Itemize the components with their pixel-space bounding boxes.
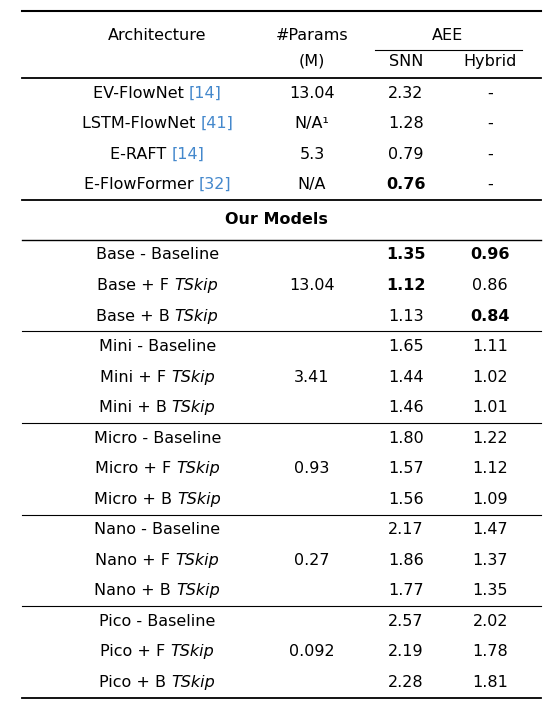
Text: Mini - Baseline: Mini - Baseline [99,339,216,354]
Text: TSkip: TSkip [176,553,219,568]
Text: 0.93: 0.93 [294,461,330,476]
Text: 1.35: 1.35 [473,583,508,598]
Text: 1.78: 1.78 [473,645,508,660]
Text: Base + F: Base + F [97,278,174,293]
Text: N/A: N/A [298,177,326,192]
Text: 0.84: 0.84 [470,308,510,323]
Text: 0.79: 0.79 [388,146,423,161]
Text: 1.80: 1.80 [388,431,423,446]
Text: (M): (M) [299,54,325,69]
Text: E-FlowFormer: E-FlowFormer [84,177,198,192]
Text: 1.37: 1.37 [473,553,508,568]
Text: Pico + B: Pico + B [99,675,171,690]
Text: 0.96: 0.96 [470,248,510,263]
Text: TSkip: TSkip [171,370,215,385]
Text: SNN: SNN [389,54,423,69]
Text: 13.04: 13.04 [289,278,335,293]
Text: 1.09: 1.09 [473,492,508,507]
Text: Our Models: Our Models [225,212,327,227]
Text: 1.77: 1.77 [388,583,423,598]
Text: 2.02: 2.02 [473,614,508,629]
Text: 1.46: 1.46 [388,400,423,415]
Text: Pico + F: Pico + F [100,645,171,660]
Text: 1.47: 1.47 [473,522,508,537]
Text: -: - [487,116,493,131]
Text: EV-FlowNet: EV-FlowNet [93,86,189,101]
Text: 1.01: 1.01 [473,400,508,415]
Text: 0.86: 0.86 [473,278,508,293]
Text: Micro + B: Micro + B [94,492,177,507]
Text: TSkip: TSkip [176,461,220,476]
Text: 0.092: 0.092 [289,645,335,660]
Text: TSkip: TSkip [176,583,220,598]
Text: Nano + F: Nano + F [95,553,176,568]
Text: [41]: [41] [200,116,233,131]
Text: E-RAFT: E-RAFT [110,146,172,161]
Text: AEE: AEE [432,28,464,43]
Text: TSkip: TSkip [174,308,219,323]
Text: 1.12: 1.12 [473,461,508,476]
Text: 2.57: 2.57 [388,614,423,629]
Text: TSkip: TSkip [172,400,215,415]
Text: TSkip: TSkip [171,645,214,660]
Text: Architecture: Architecture [108,28,206,43]
Text: 1.56: 1.56 [388,492,423,507]
Text: 1.28: 1.28 [388,116,423,131]
Text: 13.04: 13.04 [289,86,335,101]
Text: #Params: #Params [275,28,348,43]
Text: 1.22: 1.22 [473,431,508,446]
Text: 1.13: 1.13 [388,308,423,323]
Text: Pico - Baseline: Pico - Baseline [99,614,215,629]
Text: [32]: [32] [198,177,231,192]
Text: 1.12: 1.12 [386,278,426,293]
Text: Micro - Baseline: Micro - Baseline [94,431,221,446]
Text: 0.27: 0.27 [294,553,330,568]
Text: 2.17: 2.17 [388,522,423,537]
Text: -: - [487,177,493,192]
Text: [14]: [14] [189,86,222,101]
Text: LSTM-FlowNet: LSTM-FlowNet [82,116,200,131]
Text: 2.28: 2.28 [388,675,423,690]
Text: 3.41: 3.41 [294,370,330,385]
Text: Base - Baseline: Base - Baseline [95,248,219,263]
Text: Mini + F: Mini + F [99,370,171,385]
Text: N/A¹: N/A¹ [294,116,330,131]
Text: 1.65: 1.65 [388,339,423,354]
Text: Micro + F: Micro + F [94,461,176,476]
Text: 1.57: 1.57 [388,461,423,476]
Text: 1.02: 1.02 [473,370,508,385]
Text: TSkip: TSkip [174,278,217,293]
Text: [14]: [14] [172,146,204,161]
Text: Nano - Baseline: Nano - Baseline [94,522,220,537]
Text: 1.35: 1.35 [386,248,426,263]
Text: -: - [487,146,493,161]
Text: Nano + B: Nano + B [94,583,176,598]
Text: -: - [487,86,493,101]
Text: 1.44: 1.44 [388,370,423,385]
Text: 5.3: 5.3 [299,146,325,161]
Text: TSkip: TSkip [177,492,221,507]
Text: 1.11: 1.11 [473,339,508,354]
Text: TSkip: TSkip [171,675,215,690]
Text: 1.81: 1.81 [473,675,508,690]
Text: 0.76: 0.76 [386,177,426,192]
Text: Base + B: Base + B [96,308,174,323]
Text: 2.19: 2.19 [388,645,423,660]
Text: 2.32: 2.32 [388,86,423,101]
Text: Mini + B: Mini + B [99,400,172,415]
Text: 1.86: 1.86 [388,553,423,568]
Text: Hybrid: Hybrid [464,54,517,69]
